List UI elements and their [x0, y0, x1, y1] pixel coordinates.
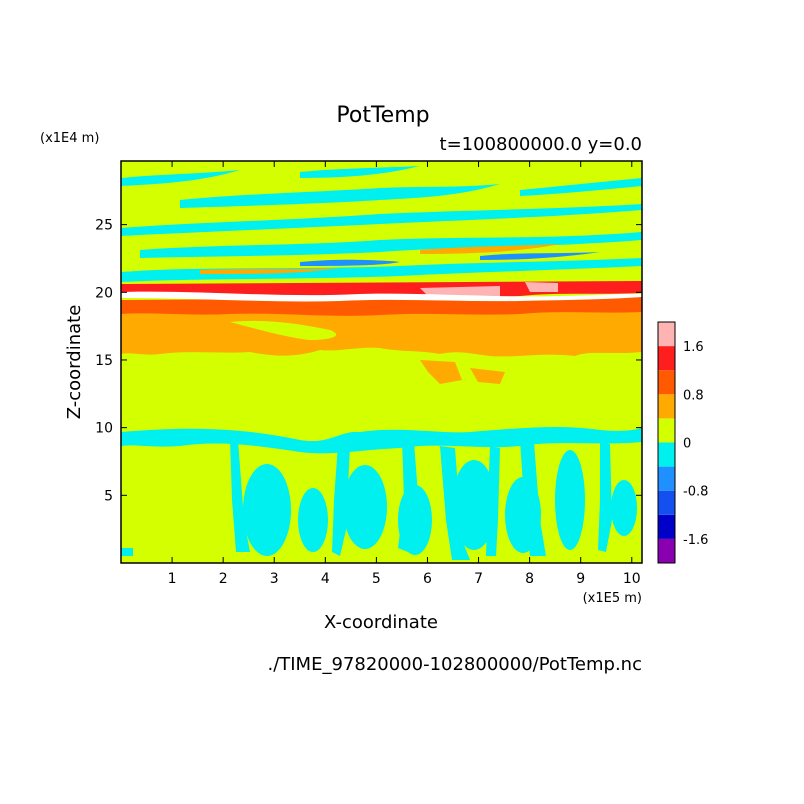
x-tick-label: 8	[525, 571, 534, 587]
region-cell	[243, 464, 291, 556]
region-cell	[555, 450, 585, 550]
colorbar-tick-label: -1.6	[683, 533, 708, 548]
colorbar-tick-label: -0.8	[683, 485, 708, 500]
region-cell	[452, 460, 496, 550]
colorbar: 1.6 0.8 0 -0.8 -1.6	[657, 321, 708, 564]
colorbar-tick-label: 1.6	[683, 340, 704, 355]
colorbar-swatch	[658, 538, 675, 563]
x-unit-label: (x1E5 m)	[583, 591, 642, 606]
x-axis-title: X-coordinate	[324, 612, 438, 633]
x-tick-label: 6	[423, 571, 432, 587]
colorbar-swatch	[658, 394, 675, 419]
colorbar-swatch	[658, 490, 675, 515]
x-tick-label: 5	[372, 571, 381, 587]
region-cell	[343, 465, 387, 549]
x-tick-label: 9	[576, 571, 585, 587]
y-tick-label: 20	[95, 285, 113, 301]
colorbar-tick-label: 0.8	[683, 388, 704, 403]
colorbar-swatch	[658, 442, 675, 467]
footer-path: ./TIME_97820000-102800000/PotTemp.nc	[267, 654, 642, 675]
colorbar-swatch	[658, 418, 675, 443]
x-tick-label: 7	[474, 571, 483, 587]
colorbar-swatch	[658, 322, 675, 347]
y-tick-label: 15	[95, 353, 113, 369]
region-cell	[398, 485, 432, 555]
colorbar-swatch	[658, 466, 675, 491]
y-axis-title: Z-coordinate	[64, 305, 85, 420]
chart-title: PotTemp	[336, 103, 429, 128]
y-axis: 5 10 15 20 25	[95, 218, 642, 504]
x-tick-label: 2	[219, 571, 228, 587]
plot-frame	[120, 160, 643, 564]
region-cell	[505, 477, 541, 553]
x-tick-label: 4	[321, 571, 330, 587]
colorbar-swatch	[658, 346, 675, 371]
y-tick-label: 10	[95, 421, 113, 437]
colorbar-tick-label: 0	[683, 437, 691, 452]
x-tick-label: 1	[168, 571, 177, 587]
region-cell	[298, 488, 328, 552]
region-lower-band	[121, 426, 642, 454]
x-tick-label: 3	[270, 571, 279, 587]
colorbar-swatch	[658, 514, 675, 539]
y-tick-label: 5	[104, 488, 113, 504]
chart-subtitle: t=100800000.0 y=0.0	[440, 134, 642, 155]
colorbar-frame	[657, 321, 676, 564]
colorbar-swatch	[658, 370, 675, 395]
x-tick-label: 10	[623, 571, 641, 587]
y-tick-label: 25	[95, 218, 113, 234]
contour-field	[121, 161, 642, 563]
region-red-band	[121, 281, 642, 298]
y-unit-label: (x1E4 m)	[40, 131, 99, 146]
region-cell	[611, 480, 637, 536]
x-axis: 1 2 3 4 5 6 7 8 9 10	[168, 161, 641, 587]
